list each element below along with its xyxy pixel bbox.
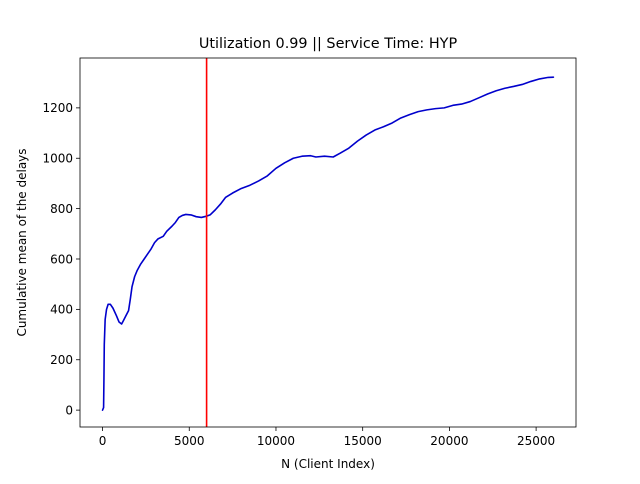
x-tick-label: 0 (99, 434, 107, 448)
x-tick-label: 5000 (174, 434, 205, 448)
x-tick-label: 10000 (257, 434, 295, 448)
plot-area (80, 58, 576, 427)
x-axis-ticks: 0 5000 10000 15000 20000 25000 (99, 427, 555, 448)
chart-title: Utilization 0.99 || Service Time: HYP (199, 36, 458, 52)
y-tick-label: 600 (50, 252, 73, 266)
series-line-0 (101, 76, 555, 411)
plot-frame (79, 57, 577, 428)
y-tick-label: 1200 (42, 101, 73, 115)
y-axis-ticks: 0 200 400 600 800 1000 1200 (42, 101, 80, 417)
y-tick-label: 400 (50, 303, 73, 317)
x-axis-label: N (Client Index) (281, 457, 375, 471)
y-tick-label: 800 (50, 202, 73, 216)
y-axis-label: Cumulative mean of the delays (15, 148, 29, 336)
x-tick-label: 20000 (430, 434, 468, 448)
x-tick-label: 15000 (344, 434, 382, 448)
x-tick-label: 25000 (517, 434, 555, 448)
y-tick-label: 0 (65, 403, 73, 417)
y-tick-label: 1000 (42, 152, 73, 166)
series-layer (101, 76, 555, 411)
y-tick-label: 200 (50, 353, 73, 367)
